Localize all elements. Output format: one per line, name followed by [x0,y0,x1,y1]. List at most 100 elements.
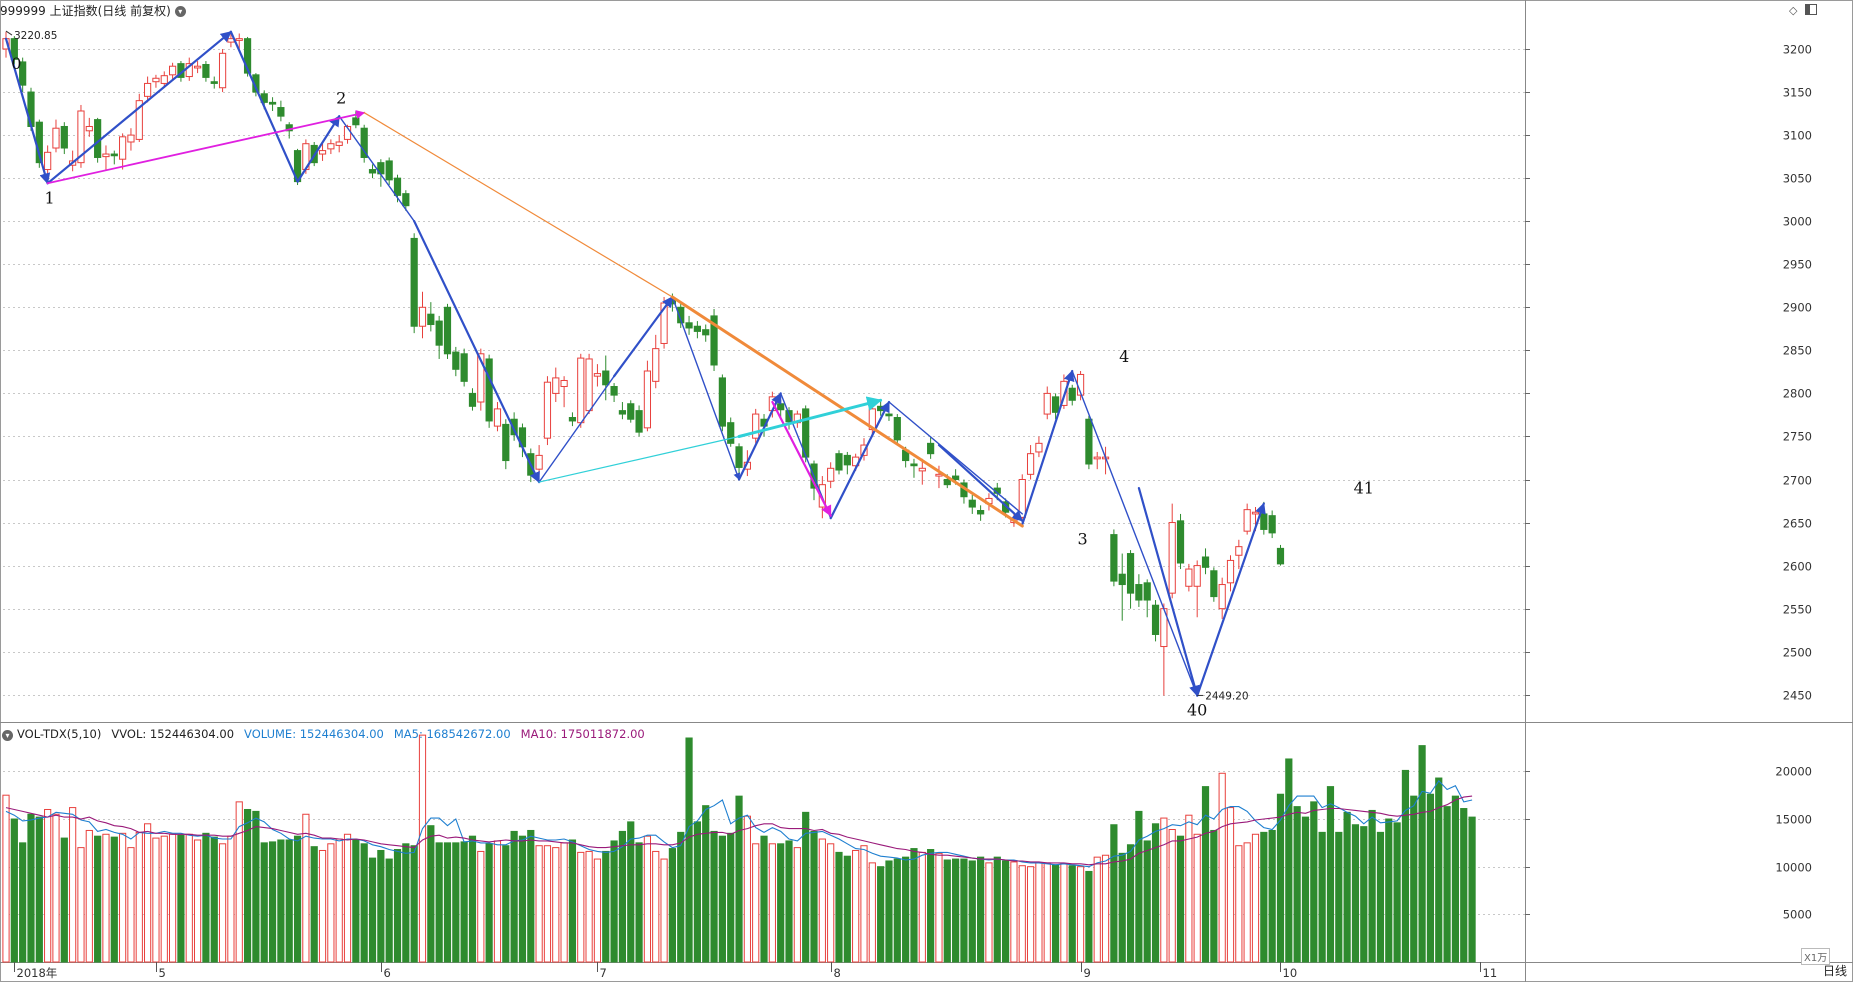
volume-bar-down [1443,806,1451,963]
wave-annotations: 0 1 2 3 4 40 41 3220.85 2449.20 [5,30,1374,720]
volume-bar-down [693,821,701,963]
volume-bar-up [593,858,602,963]
window-icon[interactable] [1805,4,1817,15]
candle-body-down [393,177,402,196]
volume-bar-up [652,850,660,963]
wave-line [413,220,541,484]
volume-bar-down [27,813,35,963]
volume-bar-up [585,850,593,963]
price-tick-label: 3200 [1783,43,1812,57]
candle-body-down [10,38,18,60]
volume-bar-up [44,808,52,963]
candle-body-up [160,75,168,84]
volume-bar-up [185,833,193,963]
candle-body-up [1193,565,1201,587]
candle-body-down [368,169,377,174]
volume-bar-down [1135,810,1143,963]
price-tick-label: 2550 [1783,603,1812,617]
volume-axis: 20000 15000 10000 5000 [1525,765,1812,922]
volume-bar-up [193,839,202,963]
volume-bar-down [893,858,901,963]
volume-bar-down [1201,786,1210,963]
volume-bar-down [260,842,268,963]
volume-bar-up [752,843,760,963]
volume-bar-down [1368,809,1376,963]
volume-bar-up [643,835,652,963]
wave-line [296,115,341,183]
candle-body-down [468,392,477,407]
candle-body-down [1110,534,1118,582]
price-grid [3,49,1525,696]
price-tick-label: 2800 [1783,387,1812,401]
volume-tick-label: 15000 [1775,813,1812,827]
volume-bar-up [768,843,776,963]
volume-bar-up [1168,829,1176,963]
volume-bar-down [443,842,452,963]
volume-bar-down [1393,822,1401,963]
volume-bar-up [1160,817,1168,963]
candle-body-down [893,417,901,441]
volume-bar-up [1235,845,1243,963]
date-tick-label: 5 [159,966,166,980]
volume-bar-down [668,848,676,963]
volume-bar-up [1060,863,1068,963]
candle-body-up [1026,453,1035,475]
candle-body-up [1168,522,1176,594]
volume-bar-down [685,737,693,963]
candle-body-down [677,306,685,324]
candle-body-up [552,377,560,394]
candle-body-down [785,410,793,423]
chevron-down-icon[interactable]: ▾ [2,730,13,741]
candle-body-down [627,403,635,420]
volume-bar-down [485,843,493,963]
volume-bar-down [1435,777,1443,963]
volume-bar-up [1035,862,1043,963]
candle-body-up [52,127,60,149]
diamond-icon[interactable]: ◇ [1789,4,1798,17]
candle-body-up [543,381,552,439]
candle-body-up [1218,584,1226,610]
volume-bar-down [977,856,985,963]
volume-bar-down [1176,835,1185,963]
price-tick-label: 2750 [1783,430,1812,444]
price-axis: 3200 3150 3100 3050 3000 2950 2900 2850 2800 2750… [1525,43,1812,703]
candle-body-down [1176,520,1185,564]
wave-line [1137,487,1200,697]
volume-bar-up [144,823,152,963]
volume-bar-up [827,843,835,963]
price-tick-label: 2650 [1783,517,1812,531]
candle-body-down [502,423,510,462]
volume-bar-down [402,843,410,963]
wave-line [612,295,674,378]
wave-label: 0 [11,54,21,73]
volume-bar-down [252,810,260,963]
date-tick-label: 7 [600,966,607,980]
wave-line [670,295,1024,528]
ma5-line [5,780,1473,868]
wave-line [46,110,366,185]
volume-bar-down [760,835,768,963]
volume-bar-up [152,837,160,963]
volume-bar-down [1410,795,1418,963]
volume-bar-down [1085,870,1093,963]
period-label[interactable]: 日线 [1822,964,1847,978]
extreme-price-label: 3220.85 [14,30,57,42]
date-tick-label: 2018年 [17,966,58,980]
candle-body-down [710,315,718,366]
volume-bar-down [177,834,185,963]
volume-bar-up [418,734,427,963]
volume-bar-down [718,835,726,963]
volume-bar-up [127,847,135,963]
candle-body-up [1093,456,1101,460]
candlestick-series [2,31,1285,696]
volume-bar-down [1268,829,1276,963]
volume-bar-down [1468,816,1476,963]
candle-body-up [1226,559,1235,584]
chevron-down-icon[interactable]: ▾ [174,6,186,17]
vvol-value: VVOL: 152446304.00 [111,727,235,741]
candle-body-up [127,134,135,143]
candle-body-down [402,193,410,207]
